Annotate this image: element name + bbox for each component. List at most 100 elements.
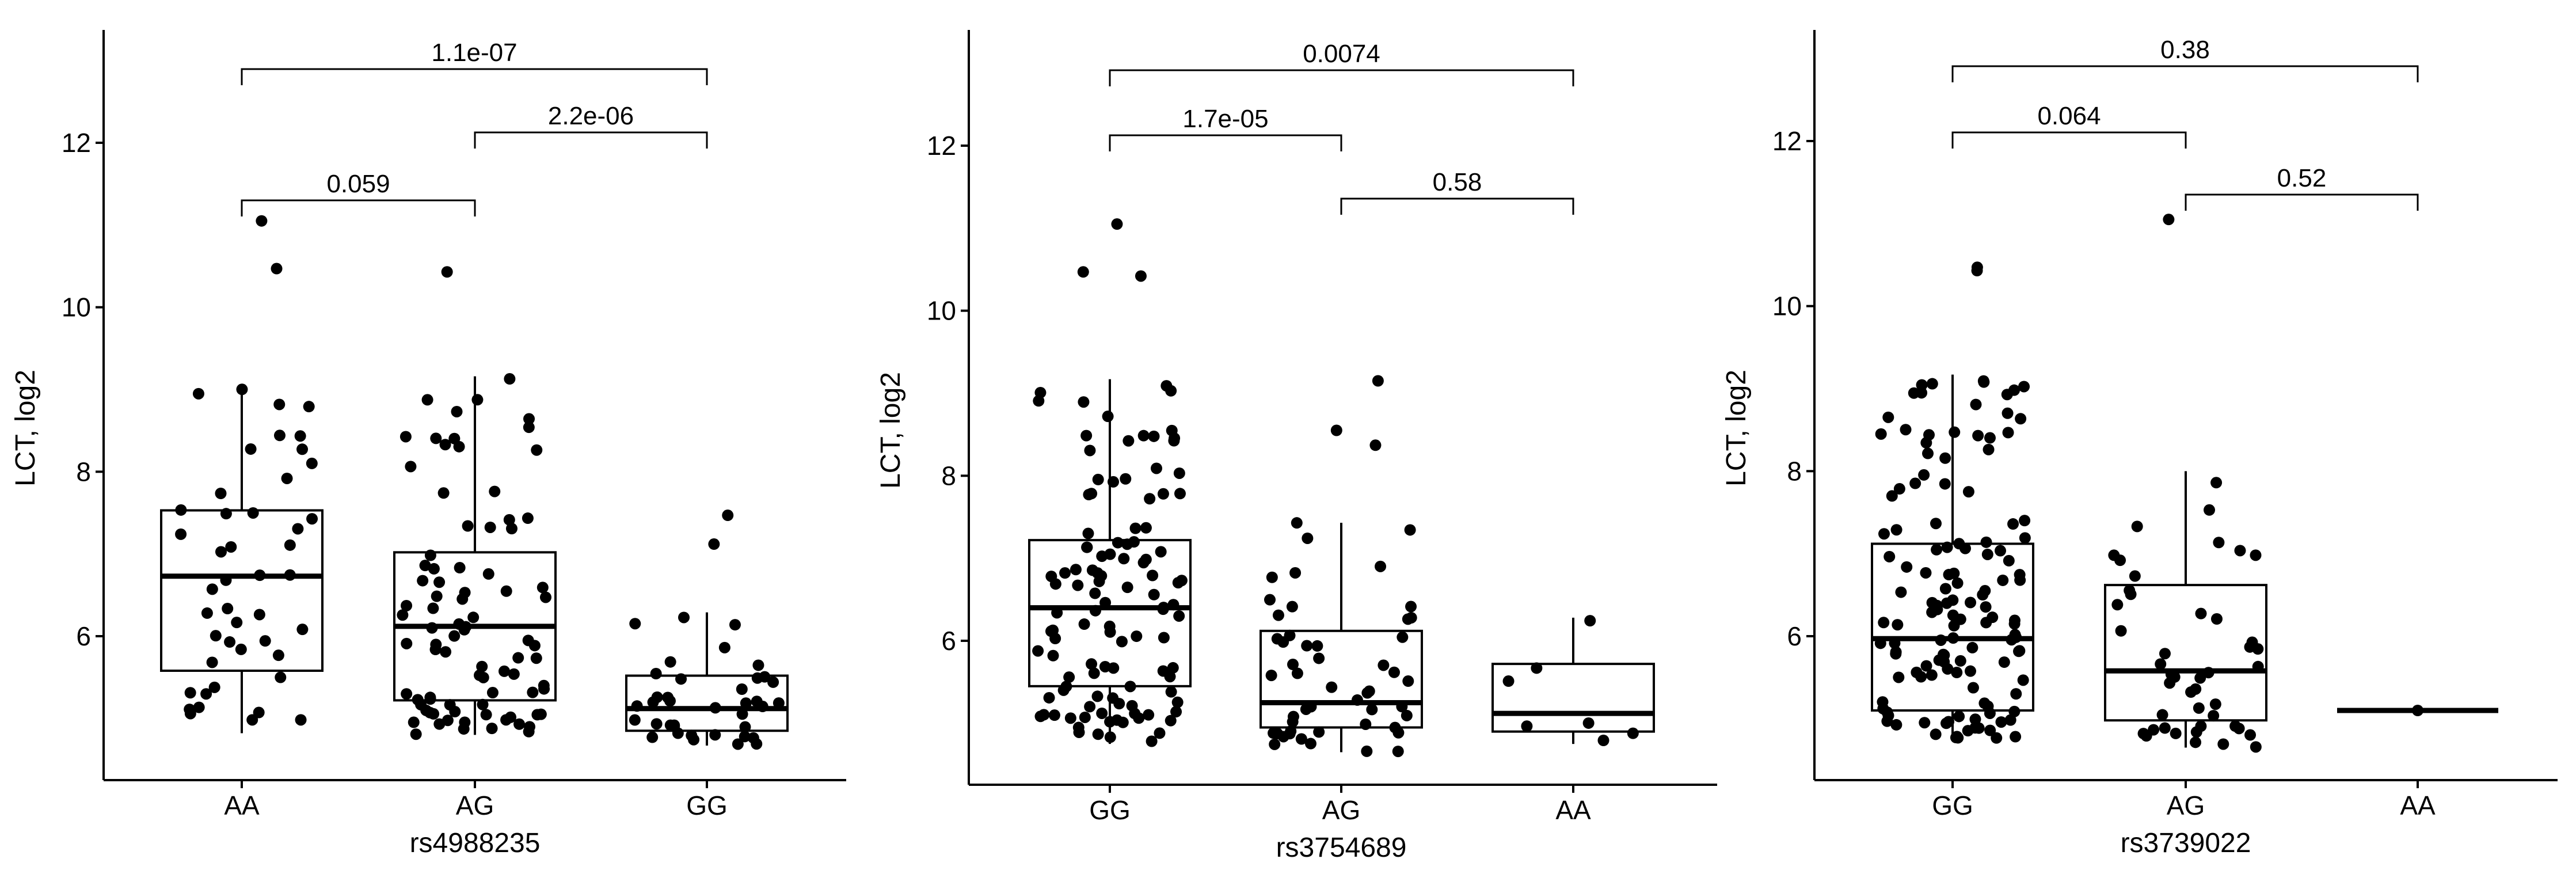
data-point — [200, 688, 212, 700]
data-point — [1991, 732, 2003, 744]
data-point — [192, 387, 204, 400]
data-point — [1078, 618, 1090, 630]
data-point — [401, 599, 413, 611]
data-point — [1969, 722, 1981, 734]
data-point — [253, 609, 265, 621]
data-point — [1878, 617, 1890, 629]
data-point — [2217, 738, 2229, 750]
data-point — [2156, 709, 2168, 721]
data-point — [508, 668, 520, 680]
y-tick-label: 6 — [76, 621, 91, 651]
data-point — [175, 504, 187, 516]
data-point — [1049, 578, 1061, 590]
data-point — [523, 413, 535, 425]
data-point — [296, 443, 309, 455]
data-point — [442, 714, 454, 727]
p-value-label: 0.064 — [2037, 102, 2101, 130]
data-point — [2108, 549, 2120, 561]
data-point — [1059, 567, 1071, 579]
data-point — [530, 652, 542, 664]
comparison-bracket — [1109, 134, 1342, 151]
panel-1: 6 8 10 12 LCT, log2 AA AG GG rs4988235 0.059 2.2e-… — [10, 30, 846, 858]
data-point — [1170, 706, 1182, 718]
data-point — [220, 574, 232, 586]
outlier-point — [1077, 266, 1089, 278]
data-point — [1137, 557, 1150, 569]
data-point — [1174, 488, 1186, 500]
data-point — [662, 691, 674, 704]
data-point — [1086, 658, 1098, 670]
data-point — [1952, 732, 1964, 744]
data-point — [651, 691, 663, 703]
data-point — [430, 432, 442, 444]
data-point — [1108, 476, 1120, 488]
data-point — [1964, 665, 1976, 677]
data-point — [1291, 667, 1303, 679]
data-point — [2002, 427, 2014, 439]
data-point — [1909, 477, 1921, 489]
box-AG — [2104, 584, 2267, 722]
data-point — [1978, 697, 1991, 709]
data-point — [1918, 469, 1930, 481]
data-point — [1970, 398, 1982, 411]
data-point — [215, 487, 227, 499]
data-point — [1043, 691, 1055, 704]
comparison-bracket — [2185, 193, 2419, 211]
data-point — [224, 636, 236, 648]
data-point — [1884, 550, 1896, 562]
data-point — [2009, 629, 2021, 641]
data-point — [2019, 515, 2031, 527]
data-point — [1351, 694, 1363, 706]
data-point — [1287, 716, 1299, 728]
data-point — [522, 512, 534, 524]
data-point — [1079, 711, 1091, 723]
data-point — [1092, 728, 1104, 740]
data-point — [477, 698, 489, 710]
data-point — [1165, 714, 1177, 727]
data-point — [2190, 726, 2202, 738]
data-point — [272, 649, 284, 662]
data-point — [426, 622, 438, 634]
data-point — [2017, 674, 2029, 686]
data-point — [245, 443, 257, 455]
data-point — [410, 728, 422, 740]
data-point — [500, 585, 512, 597]
data-point — [486, 723, 498, 735]
comparison-bracket — [1340, 197, 1574, 215]
data-point — [1392, 746, 1404, 758]
data-point — [459, 716, 471, 728]
data-point — [1388, 666, 1400, 678]
data-point — [1164, 671, 1176, 683]
data-point — [709, 729, 721, 741]
outlier-point — [1971, 265, 1983, 277]
data-point — [2250, 741, 2262, 753]
data-point — [1265, 670, 1277, 682]
data-point — [1922, 447, 1934, 459]
data-point — [2131, 520, 2143, 533]
data-point — [536, 581, 549, 594]
data-point — [1104, 716, 1116, 728]
y-axis-label: LCT, log2 — [876, 372, 906, 489]
data-point — [523, 421, 535, 434]
outlier-point — [722, 510, 734, 522]
data-point — [1965, 596, 1977, 609]
data-point — [1980, 536, 1992, 548]
data-point — [1967, 682, 1979, 694]
data-point — [664, 656, 676, 668]
data-point — [1051, 607, 1063, 619]
data-point — [1272, 609, 1284, 621]
data-point — [1032, 645, 1044, 657]
data-point — [752, 659, 764, 671]
y-tick-label: 12 — [62, 128, 91, 158]
data-point — [401, 637, 413, 649]
data-point — [2007, 518, 2019, 530]
data-point — [1531, 662, 1543, 674]
data-point — [1084, 444, 1096, 457]
data-point — [1941, 541, 1953, 553]
data-point — [1901, 561, 1913, 573]
data-point — [1269, 738, 1281, 750]
data-point — [2115, 625, 2127, 637]
data-point — [401, 688, 413, 700]
data-point — [1083, 489, 1095, 501]
data-point — [1389, 721, 1401, 733]
